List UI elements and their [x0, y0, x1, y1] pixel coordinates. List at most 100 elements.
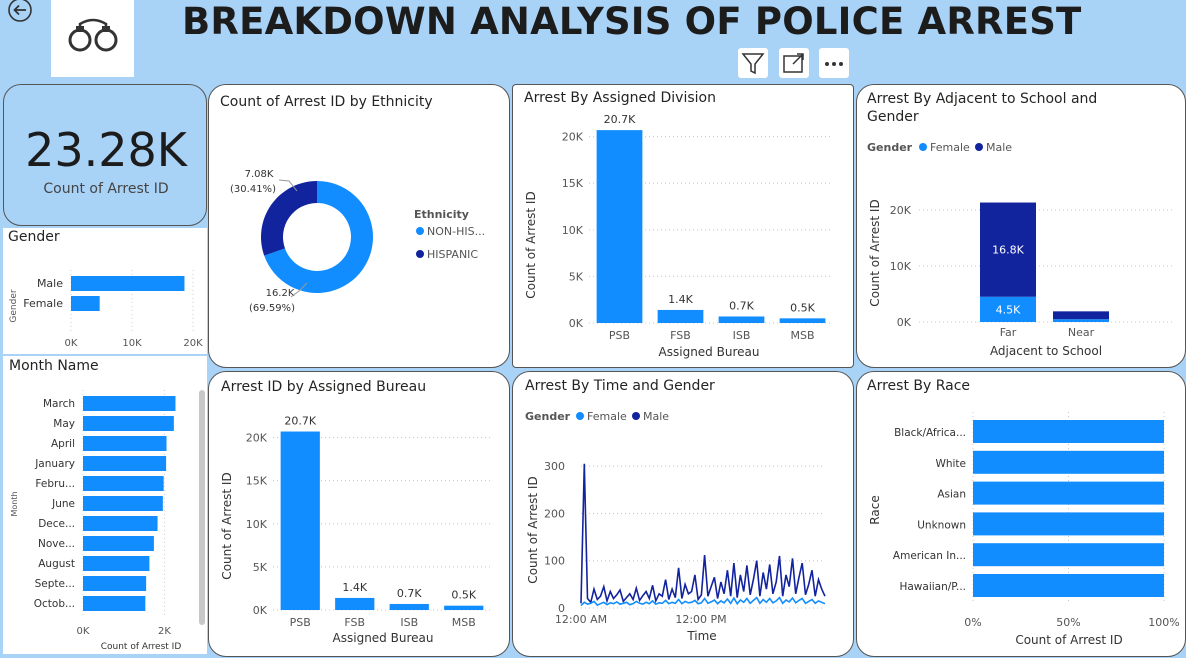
bar-male-far: [980, 202, 1036, 297]
ethnicity-card[interactable]: Count of Arrest ID by Ethnicity 16.2K (69…: [208, 84, 510, 368]
focus-mode-icon[interactable]: [779, 48, 809, 78]
x-tick-label: 10K: [122, 338, 142, 349]
bar-isb: [389, 603, 429, 610]
month-chart-title: Month Name: [9, 358, 99, 374]
race-y-title: Race: [868, 495, 882, 524]
bar-female-far: [980, 296, 1036, 322]
bar-race: [973, 512, 1164, 536]
category-label: Unknown: [917, 519, 966, 531]
category-label: May: [53, 418, 75, 430]
bar-month: [83, 456, 167, 471]
gender-chart: Gender Male Female 0K 10K 20K: [9, 270, 203, 349]
more-options-icon[interactable]: [819, 48, 849, 78]
bar-month: [83, 496, 163, 511]
x-tick-label: 100%: [1148, 616, 1179, 629]
bar-month: [83, 396, 176, 411]
school-y-title: Count of Arrest ID: [868, 199, 882, 306]
gender-y-title: Gender: [9, 289, 19, 322]
bar-race: [973, 543, 1164, 567]
month-x-title: Count of Arrest ID: [101, 642, 182, 652]
time-y-title: Count of Arrest ID: [526, 476, 540, 583]
bar-male: [71, 276, 185, 291]
race-chart: Race Black/Africa... White Asian Unknown Ame…: [868, 412, 1180, 647]
kpi-label: Count of Arrest ID: [43, 181, 169, 197]
month-chart: Month March May April January Febru... June De…: [10, 390, 205, 652]
bar-month: [83, 416, 174, 431]
x-tick-label: 0%: [964, 616, 981, 629]
legend-label: Female: [930, 141, 970, 154]
bureau-x-title: Assigned Bureau: [333, 631, 434, 645]
y-tick-label: 100: [544, 555, 565, 568]
x-tick-label: 20K: [183, 338, 203, 349]
bureau-card[interactable]: Arrest ID by Assigned Bureau Count of Ar…: [208, 371, 510, 657]
legend-label: Female: [587, 410, 627, 423]
data-label: 0.5K: [451, 589, 476, 602]
data-label: 20.7K: [284, 415, 316, 428]
division-card[interactable]: Arrest By Assigned Division Count of Arr…: [512, 84, 854, 368]
bar-psb: [280, 431, 320, 610]
category-label: Asian: [937, 489, 966, 501]
leader-line: [290, 282, 308, 298]
bar-month: [83, 436, 167, 451]
bar-race: [973, 420, 1164, 443]
school-chart-title-line2: Gender: [867, 109, 919, 125]
time-legend-title: Gender: [525, 410, 571, 423]
back-arrow-icon[interactable]: [6, 0, 32, 26]
y-tick-label: 20K: [246, 432, 268, 445]
category-label: Septe...: [35, 578, 75, 590]
leader-line: [278, 179, 298, 192]
bar-female-near: [1053, 319, 1109, 322]
race-x-title: Count of Arrest ID: [1015, 633, 1122, 647]
donut-slice: [261, 181, 317, 256]
category-label: Black/Africa...: [894, 427, 966, 439]
legend-marker: [919, 143, 927, 151]
school-card[interactable]: Arrest By Adjacent to School and Gender …: [856, 84, 1186, 368]
bureau-chart-title: Arrest ID by Assigned Bureau: [221, 379, 427, 395]
kpi-value: 23.28K: [25, 123, 187, 177]
scrollbar-thumb: [199, 390, 205, 625]
division-x-title: Assigned Bureau: [659, 345, 760, 359]
category-label: August: [38, 558, 75, 570]
division-chart: Count of Arrest ID 20.7K 1.4K 0.7K 0.5K PSB F…: [524, 113, 833, 359]
filter-icon[interactable]: [738, 48, 768, 78]
bar-fsb: [657, 309, 704, 323]
bar-male-near: [1053, 311, 1109, 320]
division-y-title: Count of Arrest ID: [524, 191, 538, 298]
y-tick-label: 0: [558, 602, 565, 615]
category-label: ISB: [400, 616, 418, 629]
data-label: 7.08K: [245, 169, 274, 180]
bar-race: [973, 481, 1164, 505]
bar-fsb: [335, 597, 375, 610]
x-tick-label: 12:00 PM: [675, 613, 726, 626]
legend-label: NON-HIS...: [427, 225, 485, 238]
bar-isb: [718, 316, 765, 323]
category-label: Octob...: [34, 598, 75, 610]
month-panel[interactable]: Month Name Month March May April January Feb…: [3, 356, 207, 654]
bar-month: [83, 596, 146, 611]
bar-msb: [444, 605, 484, 610]
y-tick-label: 0K: [569, 317, 584, 330]
gender-chart-title: Gender: [8, 229, 60, 245]
y-tick-label: 10K: [890, 260, 912, 273]
bar-month: [83, 576, 147, 591]
category-label: March: [43, 398, 75, 410]
legend-marker: [416, 227, 424, 235]
legend-marker: [416, 250, 424, 258]
page-title: BREAKDOWN ANALYSIS OF POLICE ARREST: [182, 0, 1082, 43]
gender-panel[interactable]: Gender Gender Male Female 0K 10K 20K: [3, 228, 207, 354]
category-label: FSB: [344, 616, 365, 629]
category-label: April: [51, 438, 75, 450]
data-label: 20.7K: [604, 113, 636, 126]
legend-marker: [975, 143, 983, 151]
y-tick-label: 0K: [253, 604, 268, 617]
x-tick-label: 0K: [77, 626, 90, 637]
race-card[interactable]: Arrest By Race Race Black/Africa... White…: [856, 371, 1186, 657]
legend-marker: [632, 412, 640, 420]
kpi-card[interactable]: 23.28K Count of Arrest ID: [3, 84, 207, 226]
data-label: 0.7K: [729, 299, 754, 312]
category-label: ISB: [733, 329, 751, 342]
time-card[interactable]: Arrest By Time and Gender Gender Female M…: [512, 371, 854, 657]
category-label: White: [935, 458, 966, 470]
ethnicity-chart-title: Count of Arrest ID by Ethnicity: [220, 94, 433, 110]
ethnicity-chart: 16.2K (69.59%) 7.08K (30.41%) Ethnicity NON…: [230, 169, 485, 314]
